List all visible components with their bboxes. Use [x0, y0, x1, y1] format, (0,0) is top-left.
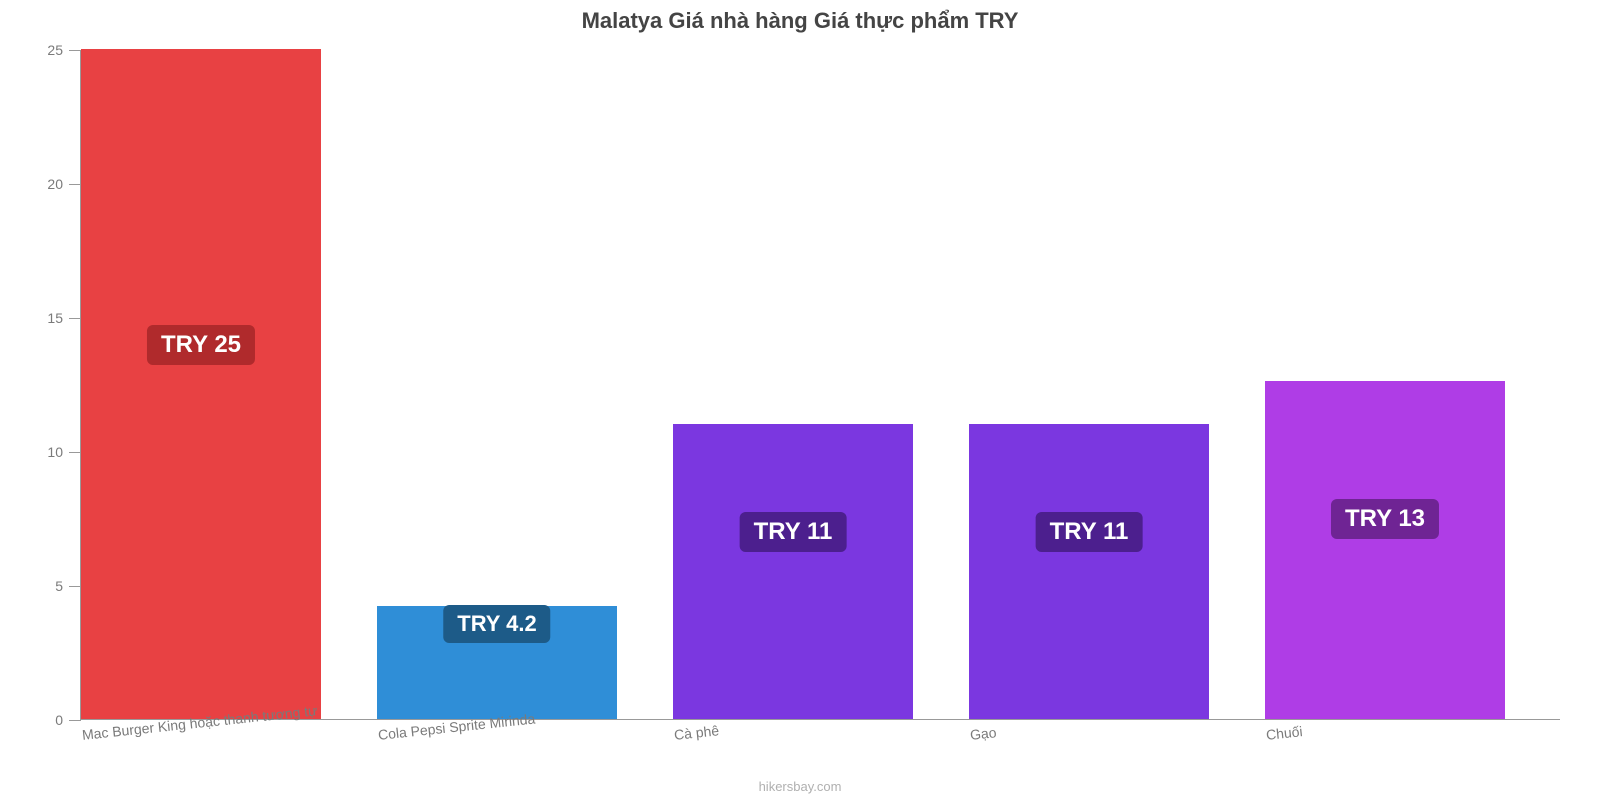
x-tick-label: Chuối — [1265, 723, 1303, 743]
bar-value-label: TRY 4.2 — [443, 605, 550, 643]
bar-value-label: TRY 11 — [1036, 512, 1143, 552]
attribution: hikersbay.com — [0, 779, 1600, 794]
y-tick-label: 25 — [47, 42, 81, 58]
plot-area: 0510152025Mac Burger King hoặc thanh tươ… — [80, 50, 1560, 720]
x-tick-label: Gạo — [969, 724, 997, 743]
y-tick-label: 10 — [47, 444, 81, 460]
bar-value-label: TRY 25 — [147, 325, 255, 365]
bar — [1265, 381, 1505, 719]
y-tick-label: 20 — [47, 176, 81, 192]
y-tick-label: 5 — [55, 578, 81, 594]
chart-container: Malatya Giá nhà hàng Giá thực phẩm TRY 0… — [0, 0, 1600, 800]
bar-value-label: TRY 13 — [1331, 499, 1439, 539]
y-tick-label: 0 — [55, 712, 81, 728]
chart-title: Malatya Giá nhà hàng Giá thực phẩm TRY — [0, 8, 1600, 34]
bar — [81, 49, 321, 719]
bar — [969, 424, 1209, 719]
bar — [673, 424, 913, 719]
bar-value-label: TRY 11 — [740, 512, 847, 552]
y-tick-label: 15 — [47, 310, 81, 326]
x-tick-label: Cà phê — [673, 722, 720, 743]
